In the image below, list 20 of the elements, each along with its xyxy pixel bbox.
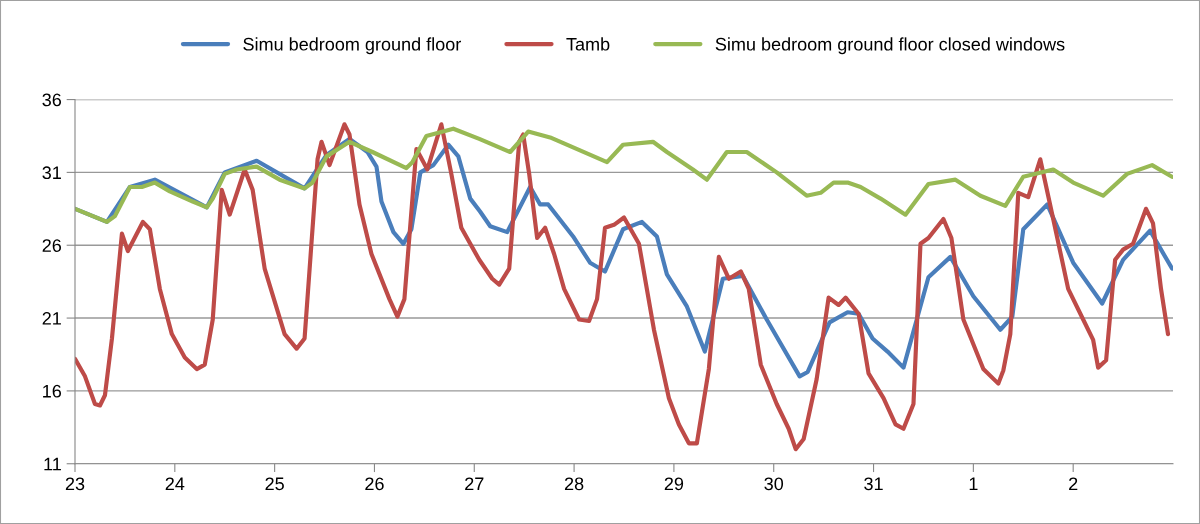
y-tick-label: 26 — [42, 239, 62, 252]
legend-label: Simu bedroom ground floor closed windows — [715, 37, 1065, 55]
x-tick-label: 25 — [265, 477, 284, 491]
y-tick-label: 11 — [44, 457, 61, 471]
x-tick-label: 28 — [564, 477, 584, 491]
y-tick-label: 36 — [42, 93, 62, 107]
x-tick-label: 23 — [65, 477, 85, 491]
x-tick-label: 26 — [365, 477, 384, 491]
y-tick-label: 21 — [42, 312, 61, 325]
x-tick-label: 2 — [1069, 477, 1078, 491]
x-tick-label: 31 — [864, 477, 883, 491]
x-tick-label: 27 — [465, 477, 484, 491]
x-tick-label: 30 — [764, 477, 784, 491]
legend-label: Tamb — [566, 37, 610, 51]
y-tick-label: 16 — [43, 384, 62, 398]
y-tick-label: 31 — [42, 166, 61, 180]
x-tick-label: 24 — [165, 477, 185, 491]
x-tick-label: 1 — [969, 477, 978, 491]
legend-label: Simu bedroom ground floor — [243, 37, 461, 55]
x-tick-label: 29 — [664, 477, 684, 491]
